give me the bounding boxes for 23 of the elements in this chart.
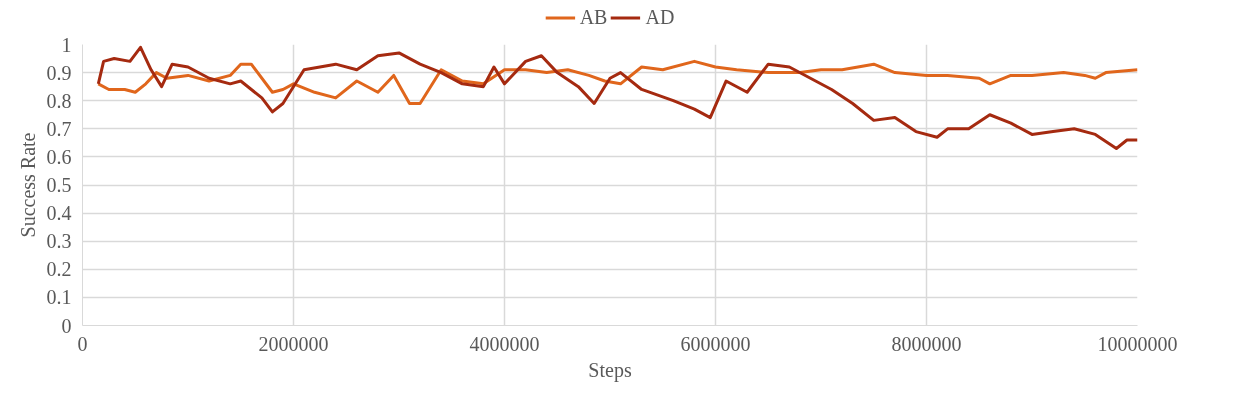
y-tick-label: 0.2 (46, 258, 72, 281)
line-series (96, 45, 1138, 150)
y-tick-label: 1 (61, 33, 72, 56)
x-tick-label: 0 (77, 332, 88, 355)
y-tick-label: 0.3 (46, 230, 72, 253)
y-tick-label: 0 (61, 314, 72, 337)
line-series (96, 59, 1138, 106)
y-tick-label: 0.9 (46, 61, 72, 84)
y-tick-label: 0.4 (46, 202, 72, 225)
y-tick-label: 0.7 (46, 117, 72, 140)
y-tick-label: 0.5 (46, 174, 72, 196)
x-tick-label: 2000000 (258, 332, 329, 355)
x-tick-label: 10000000 (1097, 332, 1178, 355)
x-axis-title: Steps (588, 358, 632, 382)
y-axis-title: Success Rate (16, 132, 39, 238)
x-tick-label: 4000000 (469, 332, 540, 355)
y-tick-label: 0.8 (46, 89, 72, 112)
legend-label: AB (579, 5, 608, 29)
y-tick-label: 0.6 (46, 145, 72, 168)
x-tick-label: 8000000 (891, 332, 962, 355)
x-tick-label: 6000000 (680, 332, 751, 355)
y-tick-label: 0.1 (46, 286, 72, 309)
legend-label: AD (645, 5, 675, 29)
